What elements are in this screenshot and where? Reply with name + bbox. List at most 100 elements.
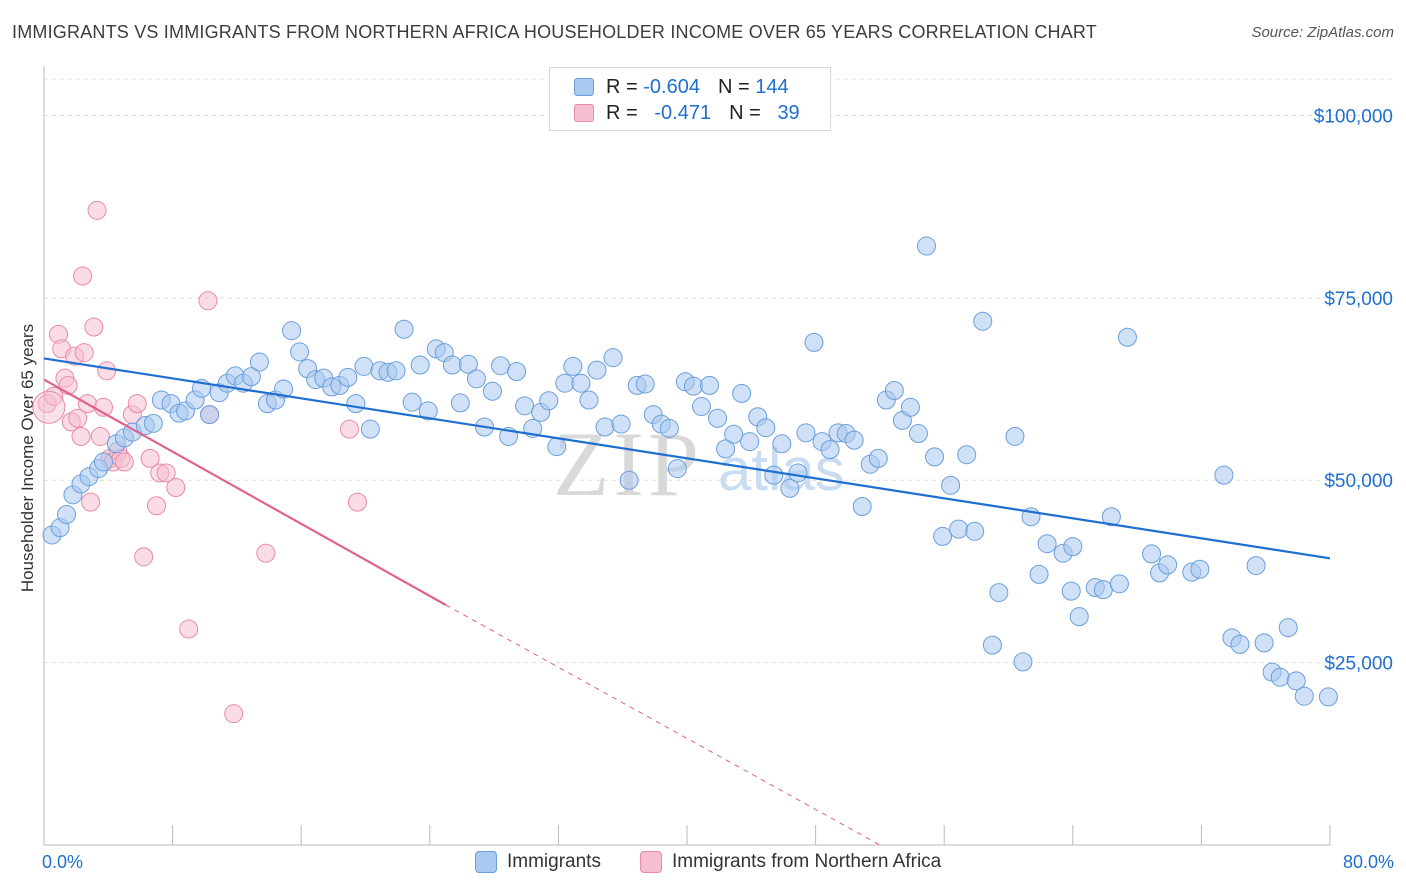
data-point-immigrants — [338, 367, 358, 387]
legend-n-value: 39 — [777, 101, 800, 124]
legend-n-label: N = — [717, 75, 750, 98]
data-point-immigrants — [1061, 581, 1081, 601]
data-point-immigrants — [515, 396, 535, 416]
legend-row-immigrants: R = -0.604 N = 144 — [574, 74, 789, 100]
data-point-immigrants — [1318, 687, 1338, 707]
data-point-immigrants — [700, 375, 720, 395]
data-point-immigrants — [1158, 555, 1178, 575]
data-point-immigrants — [820, 440, 840, 460]
data-point-northern-africa — [256, 543, 276, 563]
data-point-immigrants — [756, 418, 776, 438]
data-point-immigrants — [603, 348, 623, 368]
bottom-legend-immigrants: Immigrants — [475, 851, 601, 873]
data-point-immigrants — [241, 367, 261, 387]
data-point-northern-africa — [134, 547, 154, 567]
data-point-immigrants — [611, 414, 631, 434]
data-point-northern-africa — [81, 492, 101, 512]
series-northern-africa-points — [32, 200, 367, 724]
data-point-immigrants — [290, 342, 310, 362]
data-point-immigrants — [249, 352, 269, 372]
data-point-immigrants — [1286, 671, 1306, 691]
data-point-immigrants — [667, 459, 687, 479]
data-point-immigrants — [482, 381, 502, 401]
data-point-immigrants — [1029, 564, 1049, 584]
series-immigrants-points — [42, 236, 1338, 707]
data-point-immigrants — [507, 362, 527, 382]
data-point-immigrants — [716, 439, 736, 459]
axes — [43, 66, 1331, 846]
data-point-immigrants — [1270, 667, 1290, 687]
data-point-immigrants — [772, 434, 792, 454]
data-point-immigrants — [1214, 465, 1234, 485]
legend-r-label: R = — [606, 75, 638, 98]
data-point-immigrants — [788, 463, 808, 483]
legend-r-value: -0.471 — [654, 101, 712, 124]
data-point-northern-africa — [147, 496, 167, 516]
data-point-immigrants — [450, 393, 470, 413]
data-point-immigrants — [346, 394, 366, 414]
bottom-legend-label-northern-africa: Immigrants from Northern Africa — [672, 851, 942, 872]
data-point-immigrants — [982, 635, 1002, 655]
data-point-immigrants — [539, 391, 559, 411]
data-point-northern-africa — [114, 452, 134, 472]
data-point-northern-africa — [140, 448, 160, 468]
data-point-immigrants — [917, 236, 937, 256]
legend-n-value: 144 — [755, 75, 789, 98]
data-point-northern-africa — [198, 291, 218, 311]
data-point-immigrants — [1190, 559, 1210, 579]
data-point-immigrants — [93, 452, 113, 472]
y-tick-label: $50,000 — [1324, 471, 1393, 492]
data-point-northern-africa — [90, 426, 110, 446]
data-point-immigrants — [659, 418, 679, 438]
data-point-immigrants — [619, 470, 639, 490]
data-point-immigrants — [1069, 607, 1089, 627]
data-point-immigrants — [1005, 426, 1025, 446]
source-label: Source: ZipAtlas.com — [1251, 24, 1394, 41]
trend-line-northern-africa — [43, 378, 447, 606]
data-point-immigrants — [796, 423, 816, 443]
data-point-immigrants — [563, 356, 583, 376]
data-point-northern-africa — [97, 361, 117, 381]
data-point-immigrants — [1294, 686, 1314, 706]
data-point-northern-africa — [127, 394, 147, 414]
data-point-immigrants — [1037, 534, 1057, 554]
data-point-immigrants — [360, 419, 380, 439]
data-point-immigrants — [957, 445, 977, 465]
data-point-northern-africa — [339, 419, 359, 439]
y-tick-label: $100,000 — [1314, 106, 1393, 127]
data-point-northern-africa — [166, 478, 186, 498]
data-point-northern-africa — [87, 200, 107, 220]
data-point-immigrants — [804, 332, 824, 352]
data-point-northern-africa — [179, 619, 199, 639]
correlation-legend: R = -0.604 N = 144 R = -0.471 N = 39 — [549, 67, 831, 131]
data-point-immigrants — [900, 397, 920, 417]
data-point-immigrants — [1246, 556, 1266, 576]
data-point-immigrants — [1142, 544, 1162, 564]
data-point-immigrants — [491, 356, 511, 376]
data-point-immigrants — [683, 376, 703, 396]
data-point-immigrants — [595, 417, 615, 437]
data-point-immigrants — [1230, 634, 1250, 654]
x-tick-label-min: 0.0% — [42, 852, 84, 872]
data-point-immigrants — [989, 583, 1009, 603]
data-point-immigrants — [1109, 574, 1129, 594]
data-point-immigrants — [780, 478, 800, 498]
legend-n-label: N = — [729, 101, 761, 124]
data-point-immigrants — [1063, 537, 1083, 557]
data-point-immigrants — [732, 383, 752, 403]
data-point-immigrants — [635, 374, 655, 394]
data-point-immigrants — [973, 311, 993, 331]
data-point-immigrants — [1101, 507, 1121, 527]
trend-line-immigrants — [43, 357, 1331, 560]
data-point-immigrants — [571, 373, 591, 393]
data-point-immigrants — [852, 497, 872, 517]
data-point-immigrants — [57, 505, 77, 525]
trend-line-northern-africa-extension — [445, 604, 881, 846]
data-point-immigrants — [941, 475, 961, 495]
bottom-legend-swatch-immigrants — [475, 851, 497, 873]
legend-r-value: -0.604 — [643, 75, 700, 98]
data-point-immigrants — [933, 526, 953, 546]
bottom-legend-northern-africa: Immigrants from Northern Africa — [640, 851, 941, 873]
trend-lines — [43, 357, 1331, 846]
